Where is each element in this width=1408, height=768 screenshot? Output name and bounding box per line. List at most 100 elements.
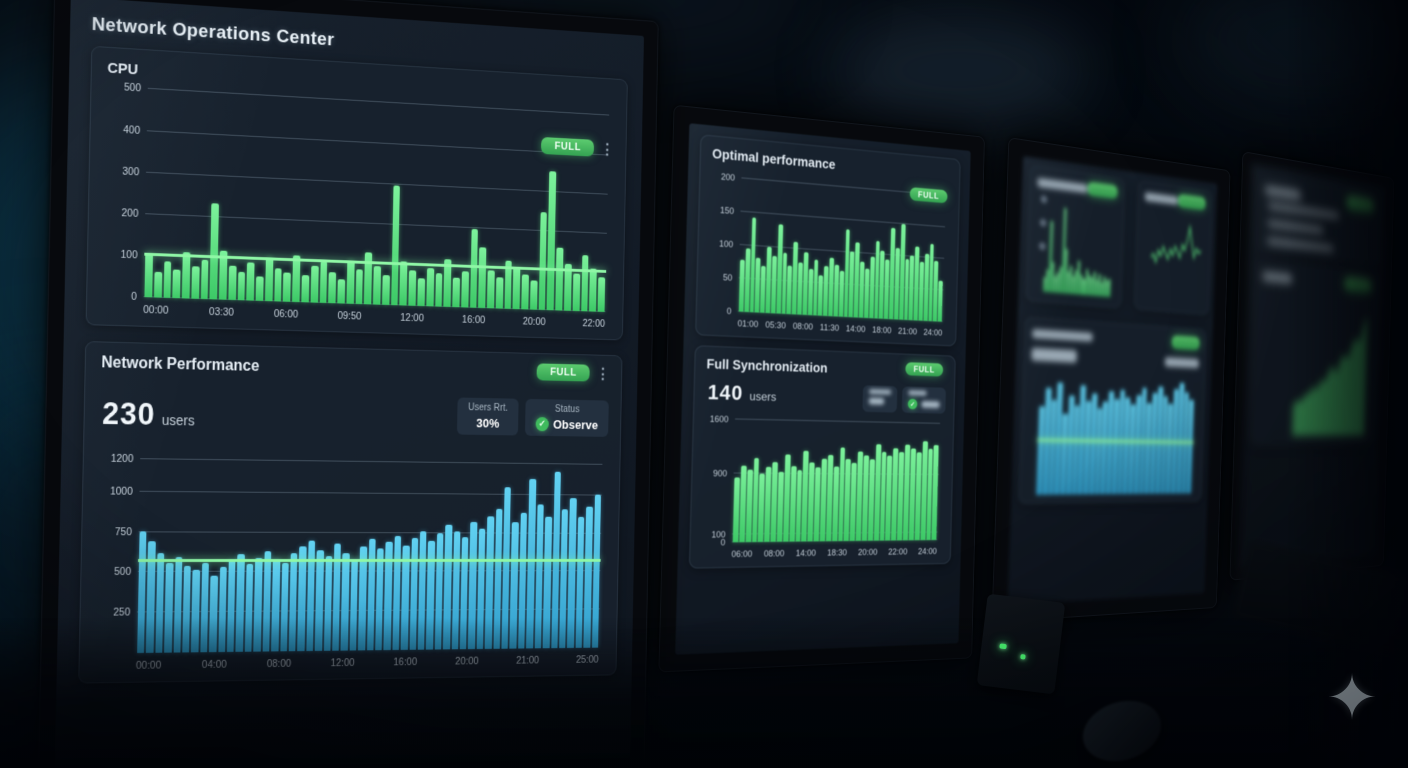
bar xyxy=(182,565,192,653)
sync-bar-chart: 1600 900 100 0 06:00 08:00 14:00 18:30 20:00 22:0… xyxy=(701,411,943,560)
chart-plot-area xyxy=(1149,213,1201,306)
x-axis-label: 00:00 xyxy=(135,659,162,672)
bar xyxy=(417,278,425,307)
bar xyxy=(271,559,280,652)
bar xyxy=(931,445,939,541)
blurred-title xyxy=(1032,328,1093,342)
bar xyxy=(355,269,364,305)
x-axis-labels: 06:00 08:00 14:00 18:30 20:00 22:00 24:00 xyxy=(731,540,937,559)
bar xyxy=(392,535,402,651)
bar xyxy=(253,557,263,652)
bar xyxy=(264,257,274,302)
x-axis-label: 00:00 xyxy=(143,304,169,317)
bar xyxy=(469,228,479,308)
desk-device xyxy=(976,593,1066,695)
x-axis-label: 20:00 xyxy=(857,547,878,558)
blurred-label xyxy=(868,389,892,395)
bar xyxy=(246,262,255,301)
bar xyxy=(1107,278,1111,297)
x-axis-label: 01:00 xyxy=(737,318,759,330)
x-axis-label: 11:30 xyxy=(819,322,840,333)
x-axis-label: 22:00 xyxy=(888,546,908,557)
monitor-right-screen xyxy=(1007,156,1218,605)
blurred-title xyxy=(1037,177,1088,193)
bar xyxy=(244,564,254,652)
x-axis-label: 21:00 xyxy=(897,326,918,337)
blurred-title xyxy=(1262,271,1293,283)
check-circle-icon: ✓ xyxy=(907,398,918,410)
check-circle-icon: ✓ xyxy=(535,416,549,432)
bar xyxy=(181,252,191,299)
status-badge[interactable] xyxy=(1344,277,1372,293)
x-axis-label: 03:30 xyxy=(208,306,234,319)
status-badge[interactable] xyxy=(1087,181,1118,199)
threshold-line xyxy=(138,558,601,562)
status-badge[interactable]: FULL xyxy=(536,363,590,382)
blurred-card xyxy=(1249,259,1379,445)
bar xyxy=(468,522,478,650)
bar xyxy=(337,278,346,304)
bar xyxy=(297,546,307,652)
bar-series xyxy=(1043,194,1113,297)
blurred-title xyxy=(1264,185,1302,200)
status-badge[interactable] xyxy=(1346,195,1374,213)
blurred-card xyxy=(1133,180,1213,316)
bar xyxy=(434,273,443,307)
computer-mouse xyxy=(1074,691,1170,768)
card-actions: FULL ⋮ xyxy=(536,363,610,382)
status-badge[interactable] xyxy=(1171,335,1200,350)
user-count-value: 140 xyxy=(707,381,744,405)
monitor-right xyxy=(991,137,1231,623)
bar xyxy=(228,265,237,301)
bar xyxy=(484,515,495,649)
bar xyxy=(495,277,504,309)
bar xyxy=(408,270,417,306)
y-axis-label: 100 xyxy=(120,248,138,262)
bar xyxy=(328,272,337,304)
blurred-card xyxy=(1255,172,1381,266)
blurred-rows xyxy=(1266,202,1373,257)
bar xyxy=(164,562,174,653)
y-axis-label: 150 xyxy=(719,205,735,216)
bar xyxy=(542,516,552,649)
x-axis-label: 06:00 xyxy=(731,548,753,560)
bar xyxy=(218,567,227,653)
bar xyxy=(399,261,408,306)
kebab-menu-icon[interactable]: ⋮ xyxy=(600,140,614,158)
bar xyxy=(310,265,319,303)
mini-stat-boxes: ✓ xyxy=(862,385,946,414)
bar xyxy=(417,531,427,650)
blurred-value xyxy=(921,401,940,409)
status-badge[interactable]: FULL xyxy=(541,137,595,157)
monitor-left-screen: Network Operations Center CPU FULL ⋮ 500… xyxy=(54,0,644,768)
full-synchronization-card: Full Synchronization FULL ✓ 140 users xyxy=(688,345,956,569)
chart-plot-area xyxy=(1036,369,1196,495)
bar xyxy=(937,281,943,322)
bar xyxy=(155,552,165,653)
x-axis-label: 14:00 xyxy=(845,323,866,335)
bar xyxy=(237,271,246,301)
kebab-menu-icon[interactable]: ⋮ xyxy=(596,365,610,382)
x-axis-label: 04:00 xyxy=(201,658,227,671)
bar xyxy=(1082,278,1085,295)
y-axis-label: 50 xyxy=(722,272,733,283)
stat-boxes: Users Rrt. 30% Status ✓ Observe xyxy=(456,397,609,437)
blurred-card xyxy=(1025,165,1126,309)
y-axis-label: 250 xyxy=(113,606,131,619)
blurred-area-chart xyxy=(1258,288,1371,436)
y-axis-label: 300 xyxy=(122,165,140,178)
blurred-line-chart xyxy=(1141,212,1204,307)
bar xyxy=(274,268,283,302)
y-axis-label: 200 xyxy=(121,207,139,220)
chart-plot-area xyxy=(1292,291,1368,436)
status-badge[interactable] xyxy=(1177,193,1206,211)
y-axis-label: 100 xyxy=(719,238,734,250)
status-badge[interactable]: FULL xyxy=(904,362,944,377)
bar xyxy=(375,548,384,651)
x-axis-label: 08:00 xyxy=(266,657,292,670)
bar xyxy=(292,254,301,303)
x-axis-label: 24:00 xyxy=(923,327,943,338)
x-axis-label: 22:00 xyxy=(582,317,606,330)
x-axis-label: 20:00 xyxy=(522,315,546,328)
